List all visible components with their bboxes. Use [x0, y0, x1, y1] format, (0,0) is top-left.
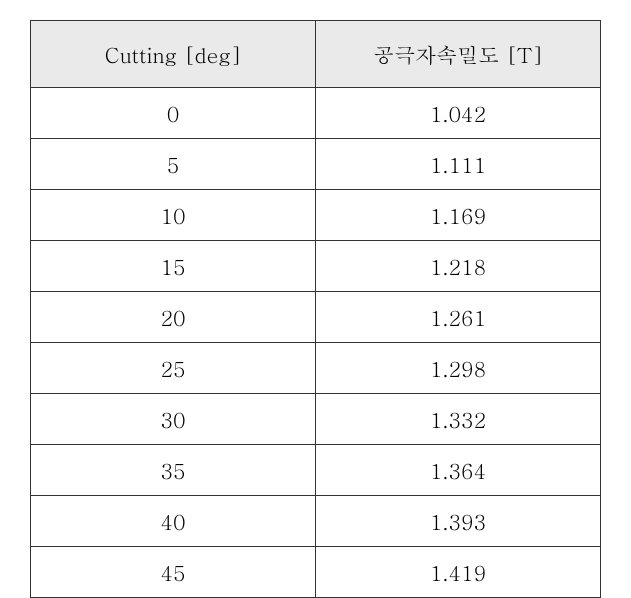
column-header-flux-density: 공극자속밀도 [T]	[316, 21, 601, 88]
cell-cutting: 45	[31, 547, 316, 598]
table-header-row: Cutting [deg] 공극자속밀도 [T]	[31, 21, 601, 88]
cell-flux-density: 1.042	[316, 88, 601, 139]
table-row: 40 1.393	[31, 496, 601, 547]
cell-flux-density: 1.364	[316, 445, 601, 496]
cell-cutting: 5	[31, 139, 316, 190]
table-row: 10 1.169	[31, 190, 601, 241]
table-row: 5 1.111	[31, 139, 601, 190]
data-table: Cutting [deg] 공극자속밀도 [T] 0 1.042 5 1.111…	[30, 20, 601, 598]
cell-flux-density: 1.218	[316, 241, 601, 292]
table-row: 0 1.042	[31, 88, 601, 139]
table-row: 15 1.218	[31, 241, 601, 292]
cell-flux-density: 1.261	[316, 292, 601, 343]
cell-flux-density: 1.111	[316, 139, 601, 190]
cell-flux-density: 1.169	[316, 190, 601, 241]
cell-flux-density: 1.332	[316, 394, 601, 445]
cell-flux-density: 1.298	[316, 343, 601, 394]
cell-flux-density: 1.393	[316, 496, 601, 547]
table-row: 20 1.261	[31, 292, 601, 343]
cell-cutting: 0	[31, 88, 316, 139]
cell-cutting: 35	[31, 445, 316, 496]
cell-cutting: 25	[31, 343, 316, 394]
table-row: 35 1.364	[31, 445, 601, 496]
table-row: 45 1.419	[31, 547, 601, 598]
cell-cutting: 40	[31, 496, 316, 547]
cell-cutting: 20	[31, 292, 316, 343]
table-row: 25 1.298	[31, 343, 601, 394]
cell-flux-density: 1.419	[316, 547, 601, 598]
cell-cutting: 10	[31, 190, 316, 241]
table-row: 30 1.332	[31, 394, 601, 445]
cell-cutting: 15	[31, 241, 316, 292]
cell-cutting: 30	[31, 394, 316, 445]
column-header-cutting: Cutting [deg]	[31, 21, 316, 88]
